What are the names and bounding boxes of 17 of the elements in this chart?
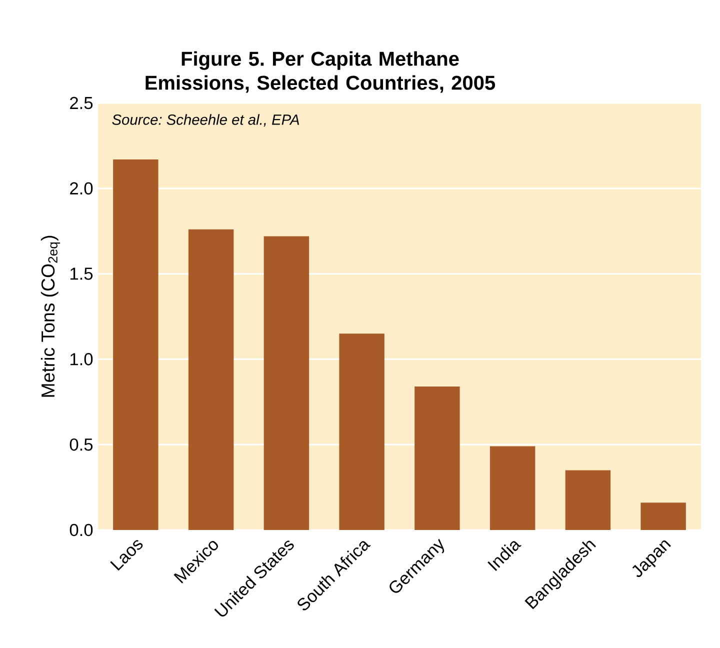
bar xyxy=(414,386,460,530)
y-tick-label: 1.5 xyxy=(70,268,93,280)
bar xyxy=(640,502,686,530)
bar xyxy=(490,446,536,530)
y-tick-label: 0.5 xyxy=(70,438,93,451)
bar xyxy=(264,236,310,530)
chart-title: Figure 5. Per Capita Methane Emissions, Selected Countries, 2005 xyxy=(146,51,496,93)
bar xyxy=(339,334,384,530)
y-tick-label: 1.0 xyxy=(70,353,93,366)
y-tick-label: 2.5 xyxy=(70,96,93,110)
y-axis-title: Metric Tons (CO$_{2eq}$) xyxy=(40,236,60,397)
y-tick-label: 0.0 xyxy=(70,524,93,536)
y-tick-label: 2.0 xyxy=(70,182,93,195)
bar xyxy=(565,470,611,530)
bar xyxy=(113,159,158,530)
bar xyxy=(188,229,234,530)
annotation: Source: Scheehle et al., EPA xyxy=(112,114,300,127)
